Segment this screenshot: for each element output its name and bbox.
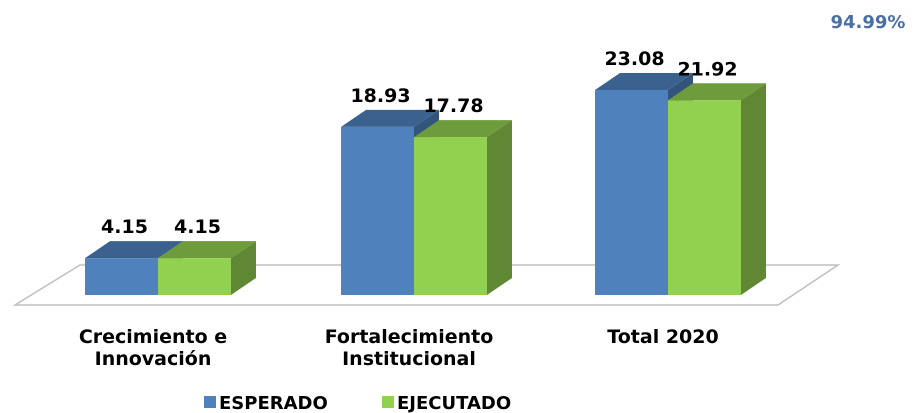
- data-label: 21.92: [677, 58, 737, 80]
- bar: [85, 258, 158, 295]
- bar: [414, 137, 487, 295]
- x-tick-label: Total 2020: [607, 326, 719, 348]
- legend-label: ESPERADO: [219, 393, 328, 413]
- legend-swatch: [204, 396, 216, 408]
- bar-top: [85, 241, 183, 259]
- bar-side: [487, 120, 512, 295]
- legend-swatch: [382, 396, 394, 408]
- data-label: 23.08: [604, 48, 664, 70]
- bar: [595, 90, 668, 295]
- legend-label: EJECUTADO: [397, 393, 511, 413]
- x-tick-label: Fortalecimiento Institucional: [324, 326, 494, 370]
- data-label: 4.15: [101, 216, 148, 238]
- bar-side: [741, 83, 766, 296]
- annotation: 94.99%: [831, 12, 906, 33]
- data-label: 4.15: [174, 216, 221, 238]
- bar-top: [341, 109, 439, 127]
- data-label: 18.93: [350, 85, 410, 107]
- bar-side: [231, 241, 256, 295]
- bar: [158, 258, 231, 295]
- x-tick-label: Crecimiento e Innovación: [78, 326, 228, 370]
- bar: [668, 100, 741, 296]
- bar-top: [595, 73, 693, 90]
- data-label: 17.78: [423, 95, 483, 117]
- bar-top: [668, 83, 766, 101]
- bar-top: [414, 120, 512, 138]
- bar: [341, 126, 414, 295]
- bar-top: [158, 241, 256, 259]
